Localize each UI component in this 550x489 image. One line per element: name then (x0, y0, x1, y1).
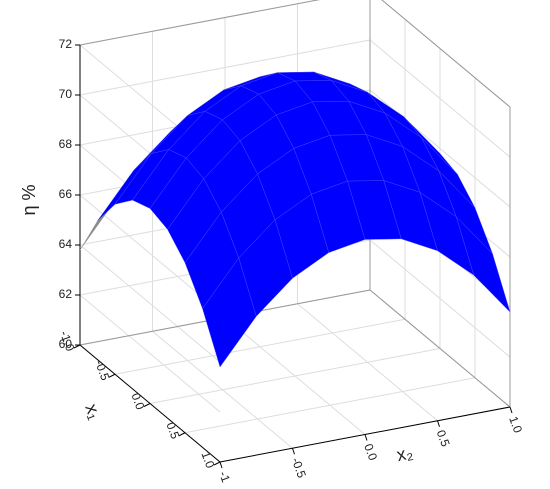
tick-mark (73, 344, 81, 349)
z-tick-label: 70 (59, 87, 73, 101)
x2-tick-label: -1.0 (216, 469, 236, 484)
tick-mark (178, 432, 186, 437)
grid-line (79, 294, 221, 413)
grid-line (297, 303, 438, 422)
x2-axis-title: x₂ (395, 442, 415, 465)
tick-mark (364, 434, 368, 441)
x1-tick-label: 1.0 (198, 450, 217, 471)
x2-tick-label: 0.5 (434, 428, 453, 449)
x2-tick-label: 1.0 (506, 414, 525, 435)
grid-line (152, 330, 293, 449)
z-tick-label: 72 (59, 37, 73, 51)
x2-tick-label: -0.5 (289, 456, 309, 481)
tick-mark (108, 373, 116, 378)
tick-mark (437, 420, 440, 427)
x1-tick-label: -1.0 (57, 329, 77, 354)
box-edge (381, 0, 511, 108)
box-edge (369, 289, 511, 408)
x1-tick-label: -0.5 (92, 358, 112, 383)
z-axis-title: η % (19, 184, 39, 215)
z-tick-label: 64 (59, 237, 73, 251)
box-edge (79, 0, 320, 46)
z-tick-label: 62 (59, 287, 73, 301)
x1-tick-label: 0.5 (163, 420, 182, 441)
grid-line (79, 244, 221, 363)
tick-mark (143, 403, 151, 407)
tick-mark (219, 461, 223, 469)
grid-line (224, 317, 366, 435)
x2-tick-label: 0.0 (361, 442, 380, 463)
tick-mark (509, 406, 513, 414)
z-tick-label: 60 (59, 337, 73, 351)
x1-tick-label: 0.0 (128, 391, 147, 412)
tick-mark (292, 448, 295, 455)
x1-axis-title: x₁ (81, 401, 105, 422)
z-tick-label: 66 (59, 187, 73, 201)
tick-mark (213, 461, 221, 466)
z-tick-label: 68 (59, 137, 73, 151)
surface-patch (202, 257, 257, 368)
